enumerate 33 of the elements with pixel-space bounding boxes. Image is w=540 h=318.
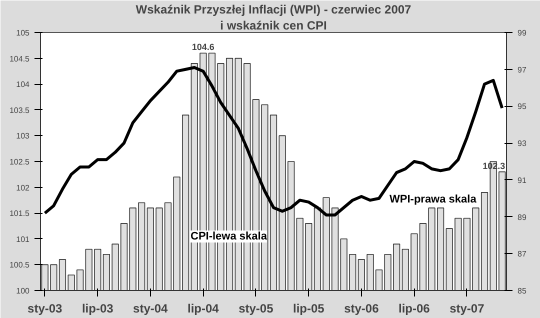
- y-tick-label: 104.5: [9, 54, 30, 64]
- y2-tick-label: 99: [518, 28, 527, 38]
- y-tick-label: 101: [16, 234, 30, 244]
- y-tick-label: 101.5: [9, 209, 30, 218]
- x-tick-label: sty-05: [238, 302, 274, 316]
- y2-tick-label: 95: [518, 102, 527, 112]
- y-tick-label: 104: [16, 80, 30, 90]
- x-tick-label: lip-03: [82, 302, 114, 316]
- y-tick-label: 100.5: [9, 260, 30, 270]
- y2-tick-label: 85: [518, 286, 527, 296]
- y2-tick-label: 89: [518, 212, 527, 222]
- x-tick-label: sty-03: [28, 302, 63, 316]
- y2-tick-label: 87: [518, 250, 527, 259]
- y-tick-label: 100: [16, 286, 30, 296]
- series-label: CPI-lewa skala: [190, 230, 268, 242]
- chart-subtitle: i wskaźnik cen CPI: [220, 18, 327, 32]
- y2-tick-label: 93: [518, 139, 527, 148]
- x-tick-label: lip-06: [398, 302, 430, 316]
- y-tick-label: 103.5: [9, 106, 30, 115]
- y2-tick-label: 91: [518, 176, 527, 185]
- x-tick-label: sty-04: [133, 302, 168, 316]
- y-tick-label: 102.5: [9, 158, 30, 166]
- y2-tick-label: 97: [518, 65, 527, 74]
- x-tick-label: lip-05: [293, 302, 325, 316]
- chart-title: Wskaźnik Przyszłej Inflacji (WPI) - czerwiec 2007: [136, 2, 412, 16]
- x-tick-label: lip-04: [187, 302, 220, 316]
- data-label: 104.6: [192, 42, 214, 52]
- series-label: WPI-prawa skala: [390, 194, 478, 206]
- x-tick-label: sty-06: [344, 302, 380, 316]
- x-tick-label: sty-07: [450, 302, 485, 316]
- y-tick-label: 103: [16, 132, 30, 141]
- y-tick-label: 105: [16, 28, 30, 38]
- y-tick-label: 102: [16, 183, 30, 192]
